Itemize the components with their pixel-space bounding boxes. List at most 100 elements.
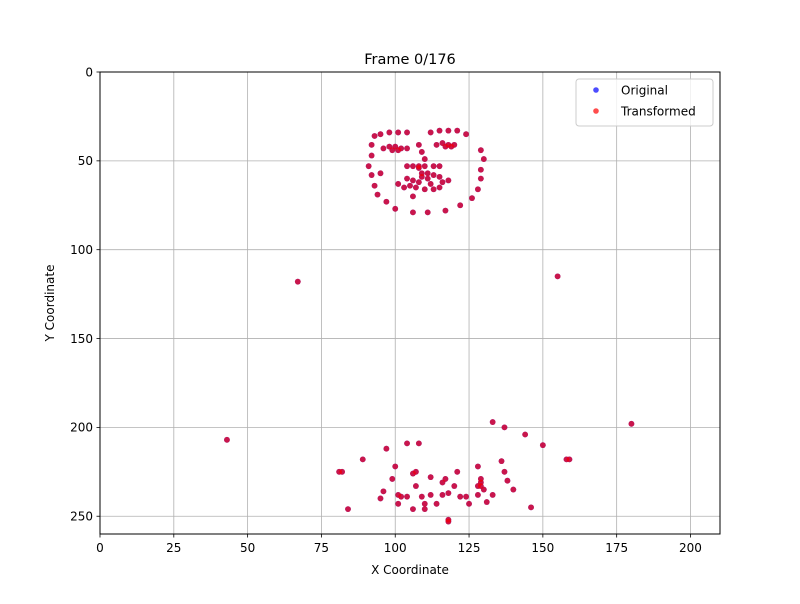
data-point-transformed xyxy=(392,205,399,212)
data-point-transformed xyxy=(469,195,475,202)
data-point-transformed xyxy=(392,463,399,470)
y-tick-label: 250 xyxy=(70,510,93,524)
axis-ticks: 0 25 50 75 100 125 150 175 200 0 50 100 150 200 250 xyxy=(70,65,702,555)
data-point-transformed xyxy=(528,504,534,511)
data-point-transformed xyxy=(395,500,402,507)
data-point-transformed xyxy=(522,431,529,438)
data-point-transformed xyxy=(442,207,449,214)
data-point-transformed xyxy=(433,500,440,507)
data-point-transformed xyxy=(368,141,375,148)
data-point-transformed xyxy=(424,175,431,182)
data-point-transformed xyxy=(374,191,381,198)
data-point-transformed xyxy=(554,273,561,280)
data-point-transformed xyxy=(404,163,410,170)
data-point-transformed xyxy=(454,127,461,134)
data-point-transformed xyxy=(415,440,422,447)
data-point-transformed xyxy=(445,490,452,497)
y-tick-label: 0 xyxy=(85,65,93,79)
data-points xyxy=(224,127,635,525)
data-point-transformed xyxy=(418,170,425,177)
data-point-transformed xyxy=(389,147,396,154)
data-point-transformed xyxy=(421,156,428,162)
data-point-transformed xyxy=(415,165,422,171)
data-point-transformed xyxy=(475,186,481,193)
data-point-transformed xyxy=(410,470,416,477)
legend-marker-transformed xyxy=(593,108,599,114)
data-point-transformed xyxy=(371,182,378,189)
data-point-transformed xyxy=(380,488,387,495)
data-point-transformed xyxy=(386,129,393,136)
data-point-transformed xyxy=(448,143,455,150)
data-point-transformed xyxy=(410,163,416,170)
data-point-transformed xyxy=(539,442,546,449)
data-point-transformed xyxy=(477,175,484,182)
data-point-transformed xyxy=(294,278,301,285)
data-point-transformed xyxy=(398,493,405,500)
data-point-transformed xyxy=(498,458,505,465)
data-point-transformed xyxy=(410,193,416,200)
data-point-transformed xyxy=(421,506,428,513)
legend-label-original: Original xyxy=(621,84,668,98)
data-point-transformed xyxy=(442,143,449,150)
data-point-transformed xyxy=(501,424,508,431)
x-tick-label: 150 xyxy=(531,541,554,555)
data-point-transformed xyxy=(413,483,419,489)
data-point-transformed xyxy=(457,493,464,500)
data-point-transformed xyxy=(439,179,446,186)
data-point-transformed xyxy=(489,492,496,498)
y-tick-label: 150 xyxy=(70,332,93,346)
data-point-transformed xyxy=(407,182,413,189)
data-point-transformed xyxy=(415,141,422,148)
data-point-transformed xyxy=(421,186,428,193)
data-point-transformed xyxy=(451,483,458,489)
data-point-transformed xyxy=(424,170,431,177)
data-point-transformed xyxy=(510,486,517,493)
data-point-transformed xyxy=(454,468,461,475)
data-point-transformed xyxy=(418,493,425,500)
y-tick-label: 200 xyxy=(70,421,93,435)
data-point-transformed xyxy=(483,499,490,505)
data-point-transformed xyxy=(427,181,434,187)
data-point-transformed xyxy=(463,131,469,138)
data-point-transformed xyxy=(566,456,573,463)
data-point-transformed xyxy=(395,129,402,136)
data-point-transformed xyxy=(445,127,452,134)
data-point-transformed xyxy=(365,163,372,170)
data-point-transformed xyxy=(368,172,375,178)
data-point-transformed xyxy=(404,175,410,182)
data-point-transformed xyxy=(345,506,351,513)
data-point-transformed xyxy=(480,156,487,162)
data-point-transformed xyxy=(383,198,390,205)
data-point-transformed xyxy=(377,495,384,502)
legend-marker-original xyxy=(593,87,599,93)
x-tick-label: 50 xyxy=(240,541,255,555)
data-point-transformed xyxy=(389,476,396,482)
data-point-transformed xyxy=(424,209,431,216)
data-point-transformed xyxy=(489,419,496,425)
data-point-transformed xyxy=(404,145,410,152)
data-point-transformed xyxy=(415,179,422,186)
data-point-transformed xyxy=(439,492,446,498)
data-point-transformed xyxy=(433,141,440,148)
data-point-transformed xyxy=(436,173,443,180)
data-point-transformed xyxy=(445,177,452,184)
data-point-transformed xyxy=(436,163,443,170)
data-point-transformed xyxy=(439,479,446,486)
data-point-transformed xyxy=(628,420,635,427)
data-point-transformed xyxy=(436,127,443,134)
data-point-transformed xyxy=(380,145,387,152)
data-point-transformed xyxy=(436,184,443,191)
data-point-transformed xyxy=(401,184,407,191)
data-point-transformed xyxy=(501,468,508,475)
data-point-transformed xyxy=(427,129,434,136)
data-point-transformed xyxy=(410,177,416,184)
data-point-transformed xyxy=(339,468,345,475)
y-tick-label: 100 xyxy=(70,243,93,257)
data-point-transformed xyxy=(410,506,416,513)
y-tick-label: 50 xyxy=(78,154,93,168)
data-point-transformed xyxy=(445,518,452,525)
data-point-transformed xyxy=(395,181,402,187)
legend-label-transformed: Transformed xyxy=(620,105,696,119)
legend-box xyxy=(575,78,714,127)
